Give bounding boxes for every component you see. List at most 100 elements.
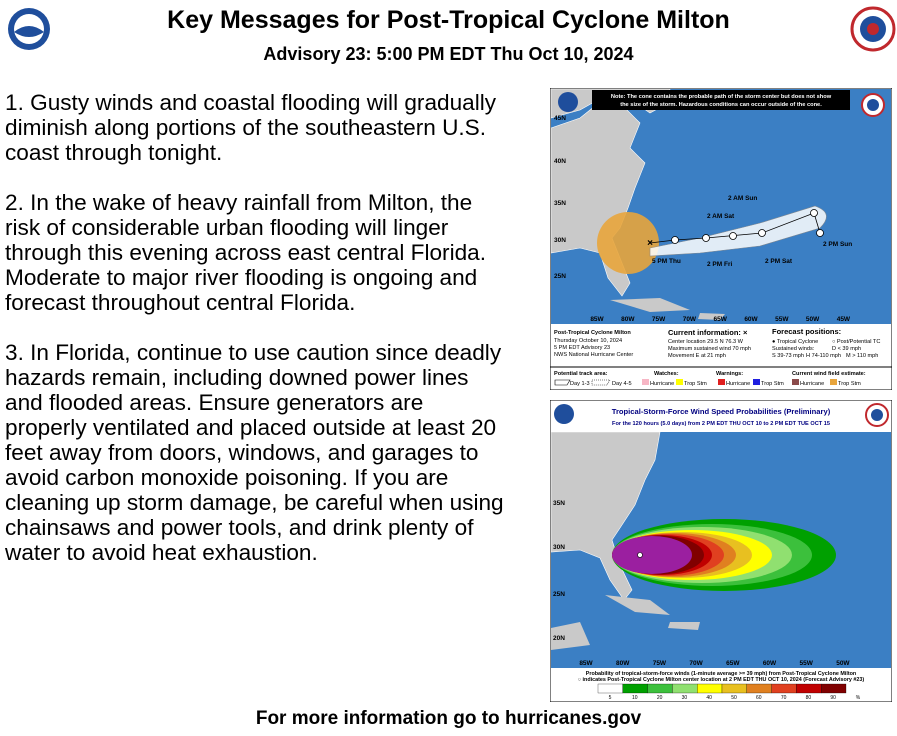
scale-label: 40 <box>706 695 712 701</box>
caption: Probability of tropical-storm-force wind… <box>586 671 856 677</box>
legend-text: Day 1-3 <box>570 381 590 387</box>
message: 3. In Florida, continue to use caution s… <box>5 340 504 565</box>
forecast-label: 2 PM Sat <box>765 258 793 265</box>
info-text: Maximum sustained wind 70 mph <box>668 346 751 352</box>
note: the size of the storm. Hazardous conditi… <box>620 102 822 108</box>
legend-text: Hurricane <box>650 381 674 387</box>
lon-label: 45W <box>837 316 851 323</box>
lon-label: 60W <box>744 316 758 323</box>
lat-label: 30N <box>554 237 566 244</box>
scale-label: % <box>856 695 861 701</box>
scale-swatch <box>721 683 747 694</box>
lon-label: 80W <box>616 660 630 667</box>
info-text: ○ Post/Potential TC <box>832 339 880 345</box>
lon-label: 85W <box>579 660 593 667</box>
legend-text: Potential track area: <box>554 371 608 377</box>
lon-label: 85W <box>590 316 604 323</box>
info-text: 5 PM EDT Advisory 23 <box>554 345 610 351</box>
nws-logo <box>850 6 896 52</box>
lat-label: 20N <box>553 635 565 642</box>
lon-label: 75W <box>653 660 667 667</box>
info-text: Center location 29.5 N 76.3 W <box>668 339 744 345</box>
info-text: Movement E at 21 mph <box>668 353 726 359</box>
info-text: Forecast positions: <box>772 327 841 336</box>
scale-swatch <box>697 683 723 694</box>
info-text: ● Tropical Cyclone <box>772 339 818 345</box>
lon-label: 50W <box>836 660 850 667</box>
scale-swatch <box>796 683 822 694</box>
legend-text: Day 4-5 <box>612 381 632 387</box>
message: 1. Gusty winds and coastal flooding will… <box>5 90 497 165</box>
probability-map: Tropical-Storm-Force Wind Speed Probabil… <box>550 400 892 702</box>
lat-label: 30N <box>553 544 565 551</box>
info-text: M > 110 mph <box>846 353 878 359</box>
lon-label: 65W <box>726 660 740 667</box>
lat-label: 35N <box>553 500 565 507</box>
info-text: Post-Tropical Cyclone Milton <box>554 330 631 336</box>
scale-label: 30 <box>682 695 688 701</box>
subtitle: Advisory 23: 5:00 PM EDT Thu Oct 10, 202… <box>263 44 634 64</box>
lon-label: 65W <box>714 316 728 323</box>
lon-label: 50W <box>806 316 820 323</box>
info-text: Sustained winds: <box>772 346 815 352</box>
legend-text: Hurricane <box>800 381 824 387</box>
map-subtitle: For the 120 hours (5.0 days) from 2 PM E… <box>612 421 830 427</box>
scale-swatch <box>672 683 698 694</box>
noaa-logo <box>8 8 50 50</box>
scale-label: 10 <box>632 695 638 701</box>
note: Note: The cone contains the probable pat… <box>611 94 832 100</box>
scale-swatch <box>597 683 623 694</box>
scale-label: 90 <box>830 695 836 701</box>
forecast-label: 2 AM Sat <box>707 213 735 220</box>
lon-label: 80W <box>621 316 635 323</box>
lat-label: 40N <box>554 158 566 165</box>
scale-swatch <box>771 683 797 694</box>
key-messages: 1. Gusty winds and coastal flooding will… <box>5 90 505 590</box>
scale-label: 60 <box>756 695 762 701</box>
lon-label: 55W <box>800 660 814 667</box>
forecast-label: 5 PM Thu <box>652 258 681 265</box>
legend-text: Hurricane <box>726 381 750 387</box>
lon-label: 60W <box>763 660 777 667</box>
info-text: D < 39 mph <box>832 346 861 352</box>
lat-label: 45N <box>554 115 566 122</box>
legend-text: Warnings: <box>716 371 743 377</box>
scale-swatch <box>622 683 648 694</box>
lon-label: 70W <box>683 316 697 323</box>
map-title: Tropical-Storm-Force Wind Speed Probabil… <box>612 407 831 416</box>
forecast-label: 2 PM Sun <box>823 241 852 248</box>
info-text: H 74-110 mph <box>806 353 841 359</box>
lat-label: 25N <box>554 273 566 280</box>
legend-text: Trop Stm <box>761 381 784 387</box>
scale-swatch <box>746 683 772 694</box>
lon-label: 55W <box>775 316 789 323</box>
legend-text: Watches: <box>654 371 679 377</box>
legend-text: Current wind field estimate: <box>792 371 866 377</box>
legend-text: Trop Stm <box>838 381 861 387</box>
message: 2. In the wake of heavy rainfall from Mi… <box>5 190 486 315</box>
lon-label: 75W <box>652 316 666 323</box>
forecast-label: 2 AM Sun <box>728 195 757 202</box>
footer: For more information go to hurricanes.go… <box>255 708 642 729</box>
info-text: Thursday October 10, 2024 <box>554 338 622 344</box>
lon-label: 70W <box>689 660 703 667</box>
info-text: Current information: × <box>668 328 748 337</box>
lat-label: 35N <box>554 200 566 207</box>
info-text: S 39-73 mph <box>772 353 804 359</box>
lat-label: 25N <box>553 591 565 598</box>
scale-swatch <box>821 683 847 694</box>
scale-label: 20 <box>657 695 663 701</box>
forecast-label: 2 PM Fri <box>707 261 732 268</box>
scale-label: 5 <box>609 695 612 701</box>
title: Key Messages for Post-Tropical Cyclone M… <box>167 6 730 34</box>
cone-map: × Note: The cone contains the probable p… <box>550 88 892 390</box>
info-text: NWS National Hurricane Center <box>554 352 633 358</box>
scale-label: 50 <box>731 695 737 701</box>
scale-label: 80 <box>806 695 812 701</box>
probability-area <box>612 536 692 574</box>
caption: ○ indicates Post-Tropical Cyclone Milton… <box>578 677 865 683</box>
svg-text:×: × <box>647 238 653 249</box>
legend-text: Trop Stm <box>684 381 707 387</box>
scale-swatch <box>647 683 673 694</box>
